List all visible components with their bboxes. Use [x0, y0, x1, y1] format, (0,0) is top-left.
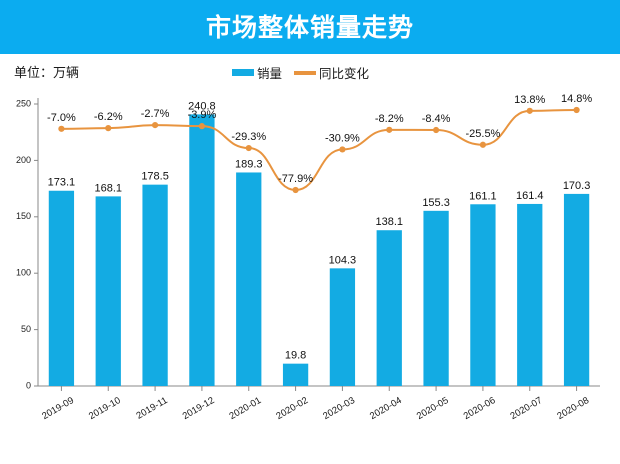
bar-value-label-2020-07: 161.4 [516, 190, 544, 202]
yoy-value-label-2019-11: -2.7% [141, 108, 170, 120]
bar-2019-11[interactable] [142, 184, 168, 386]
bar-2020-03[interactable] [329, 268, 356, 386]
yoy-point-2020-01[interactable] [245, 144, 252, 152]
y-axis-tick-label: 200 [16, 155, 31, 165]
legend-swatch-bar-icon [232, 69, 254, 76]
bar-2020-05[interactable] [423, 210, 449, 386]
x-axis-tick-label: 2020-06 [462, 395, 498, 422]
x-axis-tick-label: 2019-09 [40, 395, 76, 422]
yoy-point-2019-09[interactable] [58, 125, 65, 132]
yoy-point-2020-04[interactable] [386, 126, 393, 133]
y-axis: 0 50 100 150 200 250 [16, 98, 39, 390]
yoy-value-label-2019-09: -7.0% [47, 112, 76, 124]
yoy-value-label-2019-10: -6.2% [94, 111, 123, 123]
bar-value-labels: 173.1 168.1 178.5 240.8 189.3 19.8 104.3 138.1 1… [48, 100, 591, 361]
yoy-value-label-2020-08: 14.8% [561, 93, 592, 105]
yoy-value-label-2020-07: 13.8% [514, 94, 545, 106]
yoy-point-2020-05[interactable] [432, 126, 440, 134]
line-value-labels: -7.0% -6.2% -2.7% -3.9% -29.3% -77.9% -30.9% -8… [47, 93, 592, 185]
yoy-value-label-2020-03: -30.9% [325, 132, 360, 144]
bar-value-label-2019-09: 173.1 [48, 177, 76, 189]
bar-value-label-2020-05: 155.3 [422, 197, 450, 209]
page-title: 市场整体销量走势 [205, 13, 414, 42]
bar-2020-02[interactable] [282, 363, 309, 386]
y-axis-tick-label: 50 [21, 324, 31, 334]
yoy-point-2019-11[interactable] [151, 122, 159, 129]
x-axis-tick-label: 2020-01 [228, 395, 264, 422]
yoy-point-2019-10[interactable] [105, 125, 112, 132]
bar-value-label-2020-06: 161.1 [469, 190, 497, 202]
bar-2019-10[interactable] [95, 196, 121, 386]
y-axis-tick-label: 100 [16, 268, 31, 278]
bar-value-label-2019-10: 168.1 [94, 182, 122, 194]
chart-legend: 销量 同比变化 [232, 63, 369, 82]
title-underline [0, 52, 620, 54]
y-axis-tick-label: 150 [16, 211, 31, 221]
unit-label: 单位：万辆 [14, 66, 80, 81]
yoy-point-2020-02[interactable] [292, 186, 299, 194]
yoy-point-2019-12[interactable] [198, 123, 206, 130]
x-axis-tick-label: 2020-04 [368, 395, 404, 422]
legend-label-yoy: 同比变化 [319, 66, 370, 81]
legend-swatch-line-icon [294, 70, 317, 75]
chart-subheader: 单位：万辆 销量 同比变化 [0, 54, 620, 92]
yoy-point-2020-07[interactable] [526, 107, 533, 114]
bar-2020-04[interactable] [376, 230, 402, 386]
yoy-point-2020-06[interactable] [479, 141, 487, 148]
yoy-value-label-2019-12: -3.9% [188, 109, 217, 121]
legend-item-sales[interactable]: 销量 [232, 63, 282, 82]
yoy-point-2020-03[interactable] [339, 146, 346, 153]
yoy-value-label-2020-04: -8.2% [375, 113, 404, 125]
yoy-value-label-2020-02: -77.9% [278, 173, 313, 185]
yoy-point-2020-08[interactable] [573, 106, 580, 114]
bar-value-label-2020-01: 189.3 [235, 158, 263, 170]
bar-2019-12[interactable] [189, 114, 215, 387]
bar-value-label-2020-08: 170.3 [563, 180, 591, 192]
x-axis-tick-label: 2020-07 [509, 395, 545, 422]
bar-2020-08[interactable] [563, 193, 590, 386]
bar-value-label-2019-12: 240.8 [188, 100, 216, 112]
yoy-line-path [60, 109, 578, 191]
yoy-value-label-2020-05: -8.4% [422, 113, 451, 125]
y-axis-tick-label: 250 [16, 98, 31, 108]
bar-2020-06[interactable] [470, 204, 496, 386]
x-axis-tick-label: 2019-12 [181, 395, 217, 422]
yoy-value-label-2020-06: -25.5% [465, 128, 500, 140]
bar-value-label-2019-11: 178.5 [141, 171, 169, 183]
x-axis-tick-label: 2020-03 [321, 395, 357, 422]
legend-item-yoy[interactable]: 同比变化 [294, 63, 369, 82]
x-axis-tick-label: 2019-11 [134, 395, 169, 422]
x-axis-tick-label: 2020-05 [415, 395, 451, 422]
yoy-value-label-2020-01: -29.3% [231, 131, 266, 143]
x-axis: 2019-09 2019-10 2019-11 2019-12 2020-01 2020-… [38, 385, 600, 422]
bar-series-sales [48, 114, 590, 387]
bar-2019-09[interactable] [48, 190, 75, 386]
bar-2020-01[interactable] [236, 172, 262, 386]
bar-value-label-2020-03: 104.3 [329, 254, 357, 266]
bar-value-label-2020-04: 138.1 [375, 216, 403, 228]
bar-value-label-2020-02: 19.8 [285, 350, 306, 362]
chart-title-bar: 市场整体销量走势 [0, 0, 620, 52]
line-series-yoy [58, 106, 580, 194]
x-axis-tick-label: 2020-08 [555, 395, 591, 422]
chart-plot-area: 0 50 100 150 200 250 2019-09 2019-10 2019-11 201… [0, 92, 620, 464]
x-axis-tick-label: 2020-02 [274, 395, 310, 422]
x-axis-tick-label: 2019-10 [87, 395, 123, 422]
bar-2020-07[interactable] [517, 203, 543, 386]
legend-label-sales: 销量 [257, 66, 283, 81]
y-axis-tick-label: 0 [26, 380, 31, 390]
